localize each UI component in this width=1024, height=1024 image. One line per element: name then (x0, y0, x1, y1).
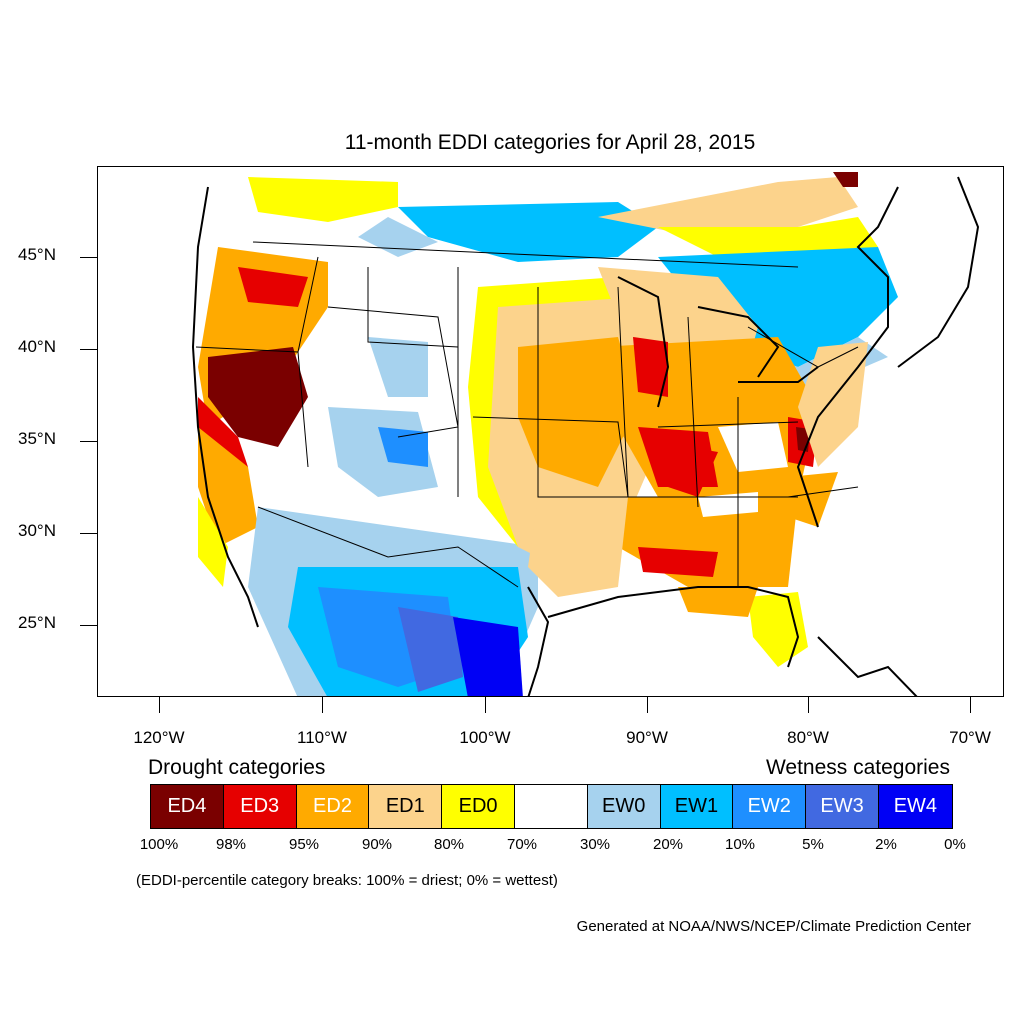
interior-lightblue-2 (328, 407, 438, 497)
legend-label-ew0: EW0 (602, 795, 646, 817)
legend-cell-ew0: EW0 (587, 785, 661, 828)
lon-label-110: 110°W (297, 728, 347, 747)
eddi-map (191, 172, 980, 696)
break-label: 98% (215, 836, 247, 853)
canada-lightblue-center (358, 217, 438, 257)
legend-label-ew1: EW1 (674, 795, 719, 817)
state-boundaries (195, 241, 859, 588)
ca-yellow-edge (198, 497, 228, 587)
ca-orange (198, 427, 258, 547)
legend-cell-ew1: EW1 (660, 785, 734, 828)
lat-label-45: 45°N (18, 245, 56, 264)
midwest-red-1 (633, 337, 668, 397)
mexico-ew4 (453, 617, 523, 696)
legend-label-ed2: ED2 (313, 795, 352, 817)
canada-yellow-east (658, 217, 878, 257)
lat-tick-40 (80, 349, 97, 350)
break-label: 5% (802, 836, 824, 853)
break-label: 80% (433, 836, 465, 853)
legend-label-ew4: EW4 (893, 795, 938, 817)
lon-tick-120 (159, 697, 160, 713)
break-label: 20% (652, 836, 684, 853)
map-title: 11-month EDDI categories for April 28, 2… (344, 131, 756, 154)
lon-label-80: 80°W (787, 728, 829, 747)
east-orange (788, 472, 838, 527)
lat-tick-45 (80, 257, 97, 258)
legend-cell-ed4: ED4 (151, 785, 224, 828)
legend-cell-ew2: EW2 (733, 785, 807, 828)
legend-cell-ed1: ED1 (369, 785, 443, 828)
lon-label-100: 100°W (459, 728, 511, 747)
legend-cell-ew3: EW3 (806, 785, 879, 828)
lat-tick-35 (80, 441, 97, 442)
legend-cell-ed0: ED0 (442, 785, 515, 828)
lon-tick-80 (808, 697, 809, 713)
lon-label-90: 90°W (626, 728, 668, 747)
lon-label-120: 120°W (133, 728, 185, 747)
interior-lightblue-1 (368, 337, 428, 397)
category-legend: ED4 ED3 ED2 ED1 ED0 EW0 EW1 EW2 EW3 EW4 (150, 784, 953, 829)
east-coast-ed1 (798, 342, 868, 467)
drought-categories-title: Drought categories (148, 756, 326, 779)
lat-label-30: 30°N (18, 521, 56, 540)
break-label: 2% (875, 836, 897, 853)
coastline (191, 176, 980, 696)
gulf-orange (678, 587, 758, 617)
legend-label-ed1: ED1 (385, 795, 425, 817)
lat-tick-25 (80, 625, 97, 626)
tn-white (698, 492, 758, 517)
lat-label-40: 40°N (18, 337, 56, 356)
legend-label-ew2: EW2 (747, 795, 791, 817)
canada-ed1-east (598, 177, 858, 237)
break-label: 70% (506, 836, 538, 853)
lat-label-25: 25°N (18, 613, 56, 632)
lat-tick-30 (80, 533, 97, 534)
break-label: 100% (139, 836, 179, 853)
interior-blue-1 (378, 427, 428, 467)
west-dark-red (208, 347, 308, 447)
lat-label-35: 35°N (18, 429, 56, 448)
break-label: 95% (288, 836, 320, 853)
drought-field (198, 172, 898, 696)
lon-label-70: 70°W (949, 728, 991, 747)
canada-yellow-west (248, 177, 398, 222)
mexico-ew3 (398, 607, 463, 692)
legend-cell-ed3: ED3 (223, 785, 297, 828)
break-label: 0% (944, 836, 966, 853)
canada-ed4-ne (833, 172, 858, 187)
category-breaks-note: (EDDI-percentile category breaks: 100% =… (136, 872, 558, 889)
southeast-red (638, 547, 718, 577)
legend-label-ed4: ED4 (167, 795, 207, 817)
lon-tick-90 (647, 697, 648, 713)
southeast-ed1 (528, 497, 628, 597)
legend-label-ew3: EW3 (820, 795, 864, 817)
map-panel (97, 166, 1004, 697)
lon-tick-70 (970, 697, 971, 713)
break-label: 90% (361, 836, 393, 853)
legend-cell-ed2: ED2 (296, 785, 370, 828)
wetness-categories-title: Wetness categories (765, 756, 950, 779)
canada-blue-center (398, 202, 658, 262)
oh-white (718, 422, 788, 472)
legend-label-ed3: ED3 (240, 795, 280, 817)
break-label: 30% (579, 836, 611, 853)
florida-yellow (748, 592, 808, 667)
midwest-red-3 (668, 447, 718, 497)
break-label: 10% (724, 836, 756, 853)
lon-tick-110 (322, 697, 323, 713)
legend-cell-neutral (514, 785, 588, 828)
legend-label-ed0: ED0 (458, 795, 498, 817)
legend-cell-ew4: EW4 (878, 785, 952, 828)
credit-line: Generated at NOAA/NWS/NCEP/Climate Predi… (576, 918, 971, 935)
lon-tick-100 (485, 697, 486, 713)
nw-red (238, 267, 308, 307)
